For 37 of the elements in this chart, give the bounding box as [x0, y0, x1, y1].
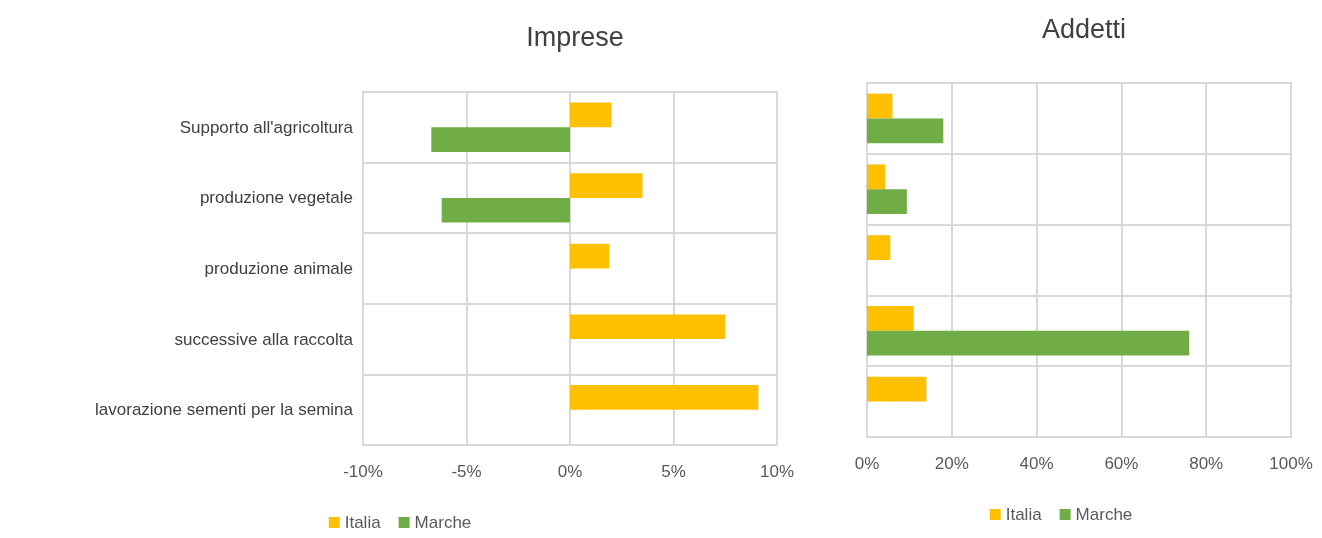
x-tick-label: -10% — [343, 462, 383, 481]
chart-title: Addetti — [1041, 13, 1127, 44]
bar — [867, 118, 944, 144]
legend-label: Marche — [1075, 505, 1133, 524]
x-tick-label: 0% — [854, 454, 880, 473]
bar — [867, 164, 886, 190]
bar — [867, 306, 914, 331]
y-tick-label: successive alla raccolta — [174, 329, 354, 349]
x-tick-label: 60% — [1104, 454, 1139, 473]
legend-label: Italia — [344, 513, 382, 532]
x-tick-label: 5% — [661, 462, 686, 481]
x-tick-label: 40% — [1019, 454, 1054, 473]
x-tick-label: -5% — [451, 462, 482, 481]
bar — [570, 384, 759, 410]
x-tick-label: 100% — [1269, 454, 1313, 473]
bar — [867, 93, 893, 119]
bar — [867, 235, 891, 260]
legend-label: Italia — [1005, 505, 1043, 524]
bar — [570, 314, 726, 340]
x-tick-label: 10% — [759, 462, 795, 481]
bar — [570, 173, 643, 198]
bar — [570, 102, 612, 128]
legend-label: Marche — [414, 513, 472, 532]
bar — [441, 197, 570, 223]
x-tick-label: 20% — [934, 454, 969, 473]
chart-title: Imprese — [526, 21, 624, 52]
y-tick-label: produzione animale — [204, 259, 353, 278]
bar — [570, 243, 610, 269]
y-tick-label: produzione vegetale — [199, 188, 353, 208]
bar — [431, 127, 570, 153]
bar — [867, 330, 1190, 356]
y-tick-label: lavorazione sementi per la semina — [95, 400, 354, 420]
x-tick-label: 80% — [1189, 454, 1224, 473]
bar — [867, 376, 927, 402]
bar — [867, 189, 907, 214]
y-tick-label: Supporto all'agricoltura — [179, 117, 354, 137]
x-tick-label: 0% — [557, 462, 583, 481]
